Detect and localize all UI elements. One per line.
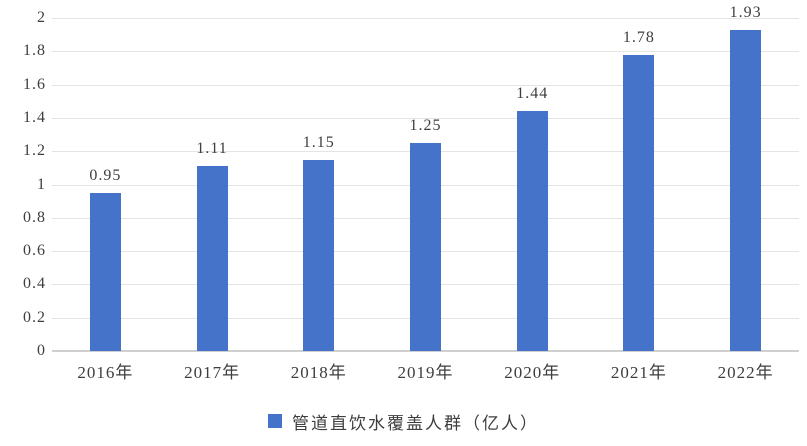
bar <box>196 166 228 351</box>
bar-value-label: 1.93 <box>729 3 762 21</box>
legend-swatch-icon <box>268 414 282 428</box>
bar <box>410 142 441 351</box>
bar-value-label: 1.25 <box>409 116 442 134</box>
x-axis-label: 2018年 <box>290 363 347 382</box>
y-tick-label: 0.4 <box>23 275 46 293</box>
y-tick-label: 0.8 <box>23 208 46 226</box>
y-tick-label: 1 <box>37 175 46 193</box>
x-axis-label: 2017年 <box>184 363 241 382</box>
bar-value-label: 0.95 <box>89 166 122 184</box>
gridline <box>52 117 799 119</box>
y-tick-label: 0 <box>37 342 46 359</box>
bar <box>730 29 762 351</box>
x-axis-label: 2016年 <box>77 363 134 382</box>
x-axis-label: 2022年 <box>717 363 774 382</box>
x-axis-label: 2019年 <box>397 363 454 382</box>
bar <box>89 192 121 351</box>
y-tick-label: 0.2 <box>23 308 46 326</box>
gridline <box>52 84 799 86</box>
bar-value-label: 1.15 <box>302 133 335 151</box>
bar <box>303 159 335 351</box>
y-tick-label: 1.6 <box>23 75 46 93</box>
y-tick-label: 1.4 <box>23 108 46 126</box>
bar-value-label: 1.78 <box>622 28 655 46</box>
legend: 管道直饮水覆盖人群（亿人） <box>0 409 807 433</box>
gridline <box>52 51 799 53</box>
y-tick-label: 2 <box>37 9 46 26</box>
bar-value-label: 1.11 <box>196 140 228 158</box>
legend-label: 管道直饮水覆盖人群（亿人） <box>292 413 539 433</box>
y-tick-label: 0.6 <box>23 242 46 260</box>
bar <box>516 111 548 351</box>
y-tick-label: 1.8 <box>23 42 46 60</box>
x-axis-label: 2021年 <box>610 363 667 382</box>
x-axis-label: 2020年 <box>504 363 561 382</box>
bar-value-label: 1.44 <box>516 85 549 103</box>
x-axis-line <box>52 350 799 352</box>
bar <box>623 54 655 351</box>
y-tick-label: 1.2 <box>23 142 46 160</box>
gridline <box>52 18 799 19</box>
